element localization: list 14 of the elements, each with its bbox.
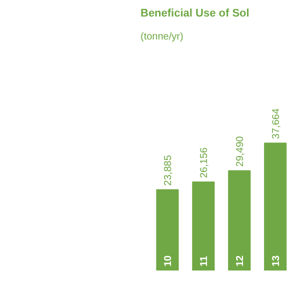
x-tick-label: 11: [198, 255, 210, 266]
data-label: 23,885: [162, 154, 174, 186]
bar: [264, 142, 287, 270]
x-tick-label: 12: [234, 254, 246, 266]
x-tick-label: 13: [270, 254, 282, 266]
data-label: 37,664: [270, 108, 282, 140]
chart-title: Beneficial Use of Sol: [140, 8, 250, 20]
chart-subtitle: (tonne/yr): [140, 32, 184, 42]
bar: [228, 170, 251, 270]
bar: [156, 189, 179, 270]
bar: [192, 182, 215, 270]
x-tick-label: 10: [162, 254, 174, 266]
data-label: 29,490: [234, 136, 246, 167]
data-label: 26,156: [198, 146, 210, 178]
